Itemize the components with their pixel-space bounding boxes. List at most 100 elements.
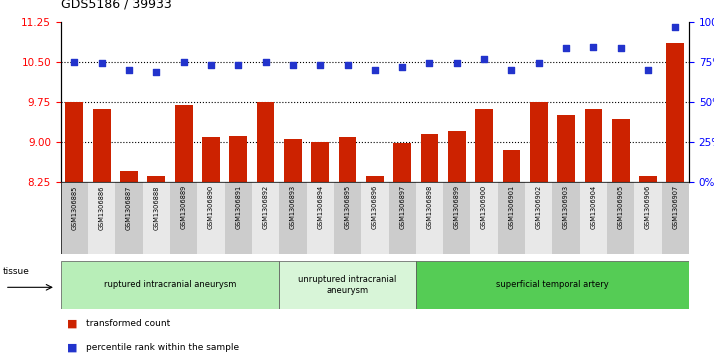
Point (670, 24, 681, 30)
Bar (306, 182, 334, 254)
Bar (175, 105, 193, 182)
Bar (476, 109, 493, 182)
Point (615, 45, 626, 51)
Text: GSM1306897: GSM1306897 (399, 185, 405, 229)
Text: GSM1306886: GSM1306886 (99, 185, 105, 229)
Bar (416, 261, 689, 309)
Text: ruptured intracranial aneurysm: ruptured intracranial aneurysm (104, 281, 236, 289)
Text: GSM1306905: GSM1306905 (618, 185, 624, 229)
Bar (61, 182, 88, 254)
Text: GSM1306892: GSM1306892 (263, 185, 268, 229)
Bar (257, 102, 274, 182)
Bar (421, 134, 438, 182)
Bar (388, 182, 416, 254)
Bar (252, 182, 279, 254)
Text: unruptured intracranial
aneurysm: unruptured intracranial aneurysm (298, 275, 397, 295)
Point (342, 62, 353, 68)
Bar (557, 115, 575, 182)
Text: GDS5186 / 39933: GDS5186 / 39933 (61, 0, 171, 11)
Bar (607, 182, 634, 254)
Bar (61, 261, 279, 309)
Text: GSM1306903: GSM1306903 (563, 185, 569, 229)
Point (588, 44, 599, 50)
Point (369, 67, 381, 73)
Bar (334, 182, 361, 254)
Text: percentile rank within the sample: percentile rank within the sample (86, 343, 239, 352)
Bar (366, 176, 383, 182)
Point (533, 60, 545, 66)
Point (314, 62, 326, 68)
Bar (634, 182, 662, 254)
Point (205, 62, 216, 68)
Bar (116, 182, 143, 254)
Point (124, 67, 135, 73)
Bar (88, 182, 116, 254)
Text: GSM1306896: GSM1306896 (372, 185, 378, 229)
Point (451, 60, 463, 66)
Text: GSM1306885: GSM1306885 (71, 185, 77, 229)
Point (96, 60, 107, 66)
Bar (202, 137, 220, 182)
Bar (448, 131, 466, 182)
Bar (143, 182, 170, 254)
Text: tissue: tissue (3, 267, 30, 276)
Bar (553, 182, 580, 254)
Text: GSM1306901: GSM1306901 (508, 185, 515, 229)
Bar (311, 142, 329, 182)
Bar (525, 182, 553, 254)
Point (260, 59, 271, 65)
Bar (666, 43, 684, 182)
Text: GSM1306894: GSM1306894 (317, 185, 323, 229)
Bar (279, 261, 416, 309)
Bar (284, 139, 302, 182)
Text: GSM1306900: GSM1306900 (481, 185, 487, 229)
Bar (120, 171, 138, 182)
Text: ■: ■ (67, 343, 78, 352)
Bar (580, 182, 607, 254)
Bar (229, 136, 247, 182)
Text: GSM1306898: GSM1306898 (426, 185, 433, 229)
Bar (662, 182, 689, 254)
Text: GSM1306889: GSM1306889 (181, 185, 186, 229)
Text: GSM1306904: GSM1306904 (590, 185, 596, 229)
Bar (393, 143, 411, 182)
Point (643, 67, 654, 73)
Text: GSM1306888: GSM1306888 (154, 185, 159, 229)
Bar (639, 176, 657, 182)
Point (506, 67, 517, 73)
Text: GSM1306895: GSM1306895 (345, 185, 351, 229)
Point (178, 59, 189, 65)
Text: GSM1306907: GSM1306907 (673, 185, 678, 229)
Text: ■: ■ (67, 319, 78, 329)
Point (396, 64, 408, 70)
Bar (279, 182, 306, 254)
Point (287, 62, 298, 68)
Bar (443, 182, 471, 254)
Bar (498, 182, 525, 254)
Point (424, 60, 436, 66)
Point (69, 59, 80, 65)
Text: GSM1306890: GSM1306890 (208, 185, 214, 229)
Text: GSM1306899: GSM1306899 (454, 185, 460, 229)
Bar (147, 176, 165, 182)
Point (233, 62, 244, 68)
Bar (503, 150, 521, 182)
Bar (197, 182, 225, 254)
Bar (66, 102, 84, 182)
Bar (361, 182, 388, 254)
Bar (170, 182, 197, 254)
Text: transformed count: transformed count (86, 319, 170, 329)
Text: GSM1306887: GSM1306887 (126, 185, 132, 229)
Text: superficial temporal artery: superficial temporal artery (496, 281, 609, 289)
Bar (338, 137, 356, 182)
Bar (471, 182, 498, 254)
Bar (93, 109, 111, 182)
Text: GSM1306891: GSM1306891 (235, 185, 241, 229)
Bar (530, 102, 548, 182)
Bar (612, 119, 630, 182)
Text: GSM1306893: GSM1306893 (290, 185, 296, 229)
Bar (416, 182, 443, 254)
Bar (225, 182, 252, 254)
Point (151, 69, 162, 75)
Point (478, 56, 490, 61)
